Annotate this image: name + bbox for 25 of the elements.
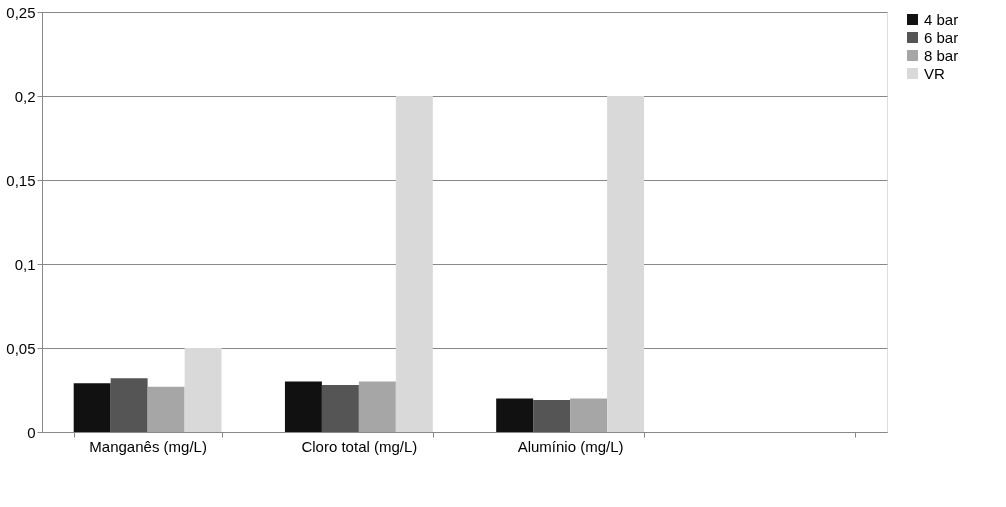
- legend-label: VR: [924, 64, 945, 82]
- y-tick-label: 0,15: [6, 171, 36, 189]
- bar: [607, 96, 645, 432]
- bar: [284, 381, 322, 432]
- y-tick-label: 0,05: [6, 339, 36, 357]
- y-tick-label: 0,2: [14, 87, 36, 105]
- bar: [358, 381, 396, 432]
- legend-label: 4 bar: [924, 10, 959, 28]
- bar: [73, 383, 111, 432]
- bar: [110, 378, 148, 432]
- bar: [184, 348, 222, 432]
- y-tick-label: 0,25: [6, 3, 36, 21]
- bar: [496, 398, 534, 432]
- legend-label: 8 bar: [924, 46, 959, 64]
- bar: [321, 384, 359, 432]
- bar: [147, 386, 185, 432]
- bar: [395, 96, 433, 432]
- y-tick-label: 0,1: [14, 255, 36, 273]
- bar: [570, 398, 608, 432]
- bar: [533, 400, 571, 432]
- x-tick-label: Alumínio (mg/L): [517, 437, 624, 455]
- x-tick-label: Cloro total (mg/L): [301, 437, 418, 455]
- legend-label: 6 bar: [924, 28, 959, 46]
- x-tick-label: Manganês (mg/L): [89, 437, 207, 455]
- y-tick-label: 0: [27, 423, 36, 441]
